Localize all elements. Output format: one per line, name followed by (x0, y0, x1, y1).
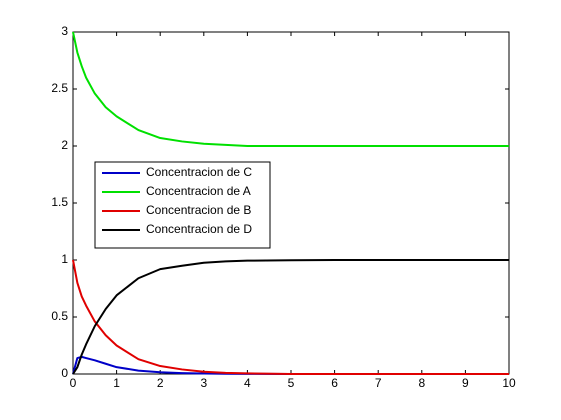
x-tick-label: 1 (113, 376, 120, 390)
x-tick-label: 9 (462, 376, 469, 390)
y-tick-label: 2 (61, 138, 68, 152)
x-tick-label: 7 (375, 376, 382, 390)
series-line (72, 259, 509, 375)
x-tick-label: 3 (200, 376, 207, 390)
x-tick-label: 8 (418, 376, 425, 390)
series-line (72, 259, 509, 375)
y-tick-label: 3 (61, 24, 68, 38)
y-tick-label: 0.5 (51, 309, 68, 323)
legend-box (94, 161, 271, 249)
x-tick-label: 5 (288, 376, 295, 390)
x-tick-label: 10 (502, 376, 516, 390)
y-tick-label: 1.5 (51, 195, 68, 209)
x-tick-label: 2 (157, 376, 164, 390)
y-tick-label: 2.5 (51, 81, 68, 95)
x-tick-label: 6 (331, 376, 338, 390)
y-tick-label: 1 (61, 252, 68, 266)
x-tick-label: 4 (244, 376, 251, 390)
series-line (72, 31, 509, 147)
legend-label: Concentracion de A (146, 184, 251, 198)
legend: Concentracion de C Concentracion de A Conc… (94, 161, 271, 249)
legend-label: Concentracion de D (146, 222, 252, 236)
legend-label: Concentracion de B (146, 203, 251, 217)
y-tick-label: 0 (61, 366, 68, 380)
x-tick-label: 0 (70, 376, 77, 390)
legend-label: Concentracion de C (146, 165, 252, 179)
